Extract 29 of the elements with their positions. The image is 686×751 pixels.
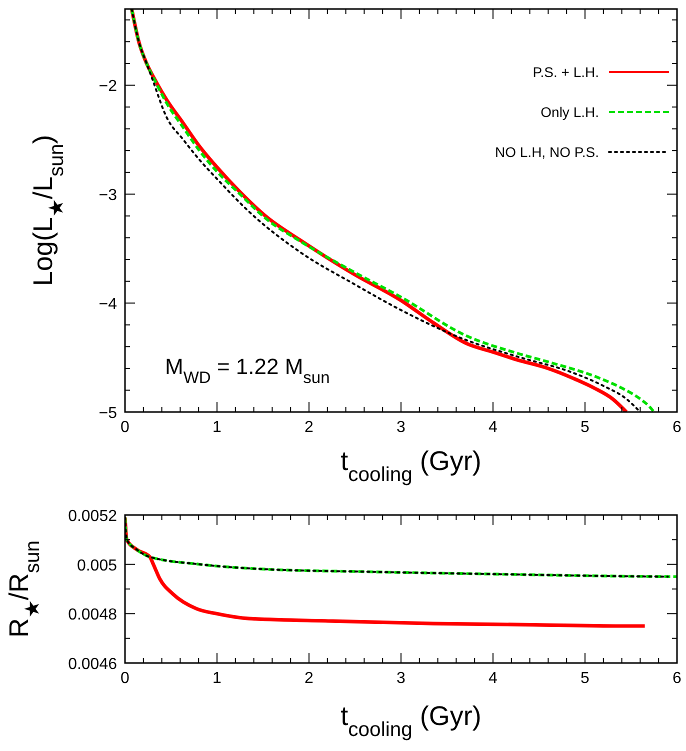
y-tick-label: −5 — [98, 405, 118, 422]
x-tick-label: 4 — [488, 670, 498, 687]
x-tick-label: 0 — [120, 670, 130, 687]
y-tick-label: −3 — [98, 187, 118, 204]
y-tick-label: 0.0052 — [68, 508, 118, 525]
y-tick-label: 0.0048 — [68, 606, 118, 624]
x-tick-label: 1 — [212, 670, 222, 687]
x-tick-label: 3 — [396, 419, 406, 436]
x-tick-label: 5 — [580, 419, 590, 436]
x-tick-label: 6 — [672, 419, 682, 436]
y-tick-label: 0.0046 — [68, 656, 118, 673]
x-tick-label: 3 — [396, 670, 406, 687]
y-tick-label: −2 — [98, 78, 118, 96]
legend-label: P.S. + L.H. — [532, 64, 599, 80]
x-tick-label: 6 — [672, 670, 682, 687]
x-axis-title: t$_{cooling}$ (Gyr) — [340, 446, 482, 486]
y-tick-label: 0.005 — [76, 557, 118, 574]
x-tick-label: 2 — [304, 670, 314, 687]
legend-label: Only L.H. — [540, 104, 599, 120]
y-tick-label: −4 — [98, 296, 118, 314]
x-axis-title: t$_{cooling}$ (Gyr) — [340, 701, 482, 741]
x-tick-label: 1 — [212, 419, 222, 436]
x-tick-label: 4 — [488, 419, 498, 436]
annotation: M$_{WD}$ = 1.22 M$_{sun}$ — [165, 354, 330, 387]
x-tick-label: 0 — [120, 419, 130, 436]
x-tick-label: 2 — [304, 419, 314, 436]
line-series — [125, 516, 647, 628]
legend-label: NO L.H, NO P.S. — [495, 144, 599, 160]
x-tick-label: 5 — [580, 670, 590, 687]
